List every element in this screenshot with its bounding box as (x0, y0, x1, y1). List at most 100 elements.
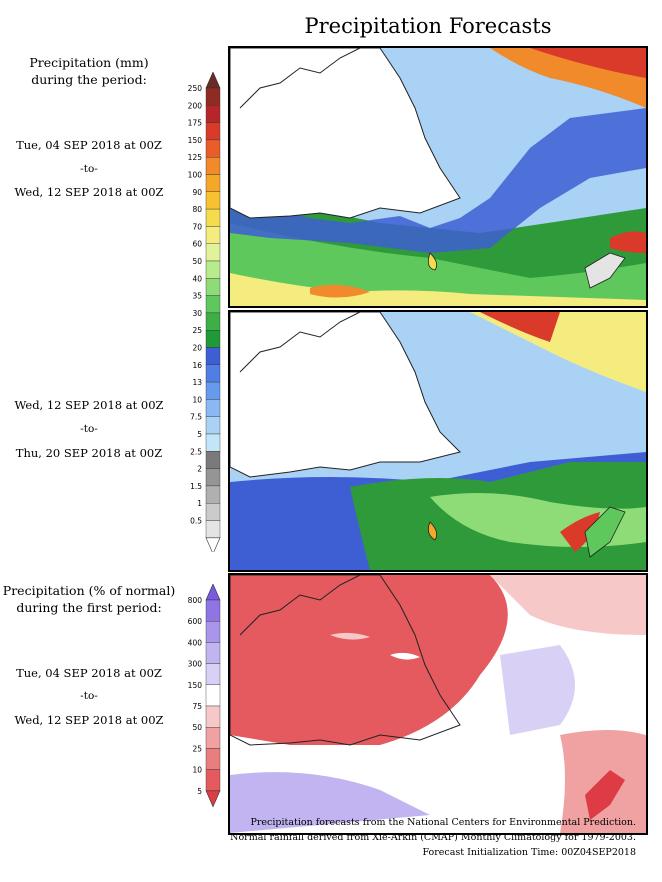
mm-colorbar-cell (205, 278, 221, 296)
mm-colorbar-tick-label: 25 (192, 326, 202, 335)
mm-colorbar-cell (205, 156, 221, 175)
mm-colorbar-tick-label: 1 (197, 499, 202, 508)
pct-colorbar-cell (205, 748, 221, 770)
pct-colorbar-tick-label: 400 (188, 638, 203, 647)
footer-credits: Precipitation forecasts from the Nationa… (230, 815, 636, 860)
footer-line2: Normal rainfall derived from Xie-Arkin (… (230, 832, 636, 843)
mm-colorbar-tick-label: 200 (188, 101, 203, 110)
period3-separator: -to- (80, 690, 98, 702)
mm-colorbar-cell-top (205, 71, 221, 89)
mm-colorbar-cell (205, 433, 221, 452)
mm-colorbar-tick-label: 13 (192, 378, 202, 387)
pct-colorbar-cell (205, 769, 221, 792)
footer-line1: Precipitation forecasts from the Nationa… (250, 817, 637, 828)
mm-colorbar-cell (205, 174, 221, 192)
period2-end: Thu, 20 SEP 2018 at 00Z (15, 446, 163, 460)
mm-colorbar-tick-label: 10 (192, 395, 202, 404)
mm-colorbar-cell (205, 260, 221, 279)
mm-colorbar-tick-label: 150 (188, 136, 203, 145)
mm-colorbar-tick-label: 175 (188, 119, 203, 128)
pct-colorbar: 800 600 400 300 150 75 50 25 10 5 (178, 583, 228, 832)
footer-line3: Forecast Initialization Time: 00Z04SEP20… (422, 847, 636, 858)
pct-colorbar-cell (205, 663, 221, 685)
mm-colorbar-cell (205, 295, 221, 314)
mm-legend-title-line1: Precipitation (mm) (29, 55, 149, 70)
mm-colorbar-tick-label: 90 (192, 188, 202, 197)
mm-colorbar-tick-label: 60 (192, 240, 202, 249)
map-panel-mm-period1 (228, 46, 648, 308)
mm-colorbar-tick-label: 20 (192, 344, 202, 353)
pct-colorbar-tick-label: 800 (188, 596, 203, 605)
mm-colorbar-cell (205, 364, 221, 383)
mm-colorbar-cell (205, 208, 221, 227)
pct-colorbar-tick-label: 300 (188, 660, 203, 669)
mm-colorbar-cell (205, 243, 221, 262)
mm-colorbar-cell-bottom (205, 537, 221, 555)
mm-colorbar-tick-label: 80 (192, 205, 202, 214)
mm-colorbar-cell (205, 485, 221, 504)
mm-colorbar-tick-label: 250 (188, 84, 203, 93)
mm-colorbar-cell (205, 416, 221, 435)
pct-colorbar-tick-label: 600 (188, 617, 203, 626)
pct-legend-title-line1: Precipitation (% of normal) (2, 583, 176, 598)
period1-start: Tue, 04 SEP 2018 at 00Z (16, 138, 162, 152)
period3-end: Wed, 12 SEP 2018 at 00Z (14, 713, 164, 727)
period3-start: Tue, 04 SEP 2018 at 00Z (16, 666, 162, 680)
map-panel-mm-period2 (228, 310, 648, 572)
mm-colorbar-tick-label: 2.5 (190, 447, 202, 456)
pct-colorbar-cell-bottom (205, 790, 221, 808)
map-panel-pct-normal (228, 573, 648, 835)
mm-colorbar-cell (205, 520, 221, 538)
mm-colorbar-cell (205, 451, 221, 469)
pct-colorbar-cell-top (205, 583, 221, 601)
pct-colorbar-cell (205, 726, 221, 749)
mm-colorbar-cell (205, 347, 221, 365)
mm-colorbar-tick-label: 125 (188, 153, 203, 162)
mm-colorbar-cell (205, 381, 221, 400)
mm-legend-title-line2: during the period: (31, 72, 147, 87)
pct-colorbar-cell (205, 621, 221, 643)
mm-colorbar-cell (205, 330, 221, 348)
mm-colorbar-cell (205, 312, 221, 331)
pct-colorbar-cell (205, 705, 221, 728)
pct-normal-map (230, 575, 646, 833)
mm-colorbar-tick-label: 30 (192, 309, 202, 318)
mm-colorbar-cell (205, 191, 221, 210)
pct-colorbar-tick-label: 150 (188, 681, 203, 690)
pct-colorbar-cell (205, 684, 221, 707)
mm-colorbar-cell (205, 468, 221, 487)
page-title: Precipitation Forecasts (304, 14, 552, 38)
mm-colorbar-tick-label: 50 (192, 257, 202, 266)
mm-colorbar-tick-label: 5 (197, 430, 202, 439)
mm-colorbar-tick-label: 16 (192, 361, 202, 370)
mm-colorbar: 250 200 175 150 125 100 90 80 70 60 50 40 35 30 25 20 16… (178, 71, 228, 556)
mm-colorbar-tick-label: 70 (192, 222, 202, 231)
pct-legend-title-line2: during the first period: (16, 600, 162, 615)
pct-colorbar-tick-label: 25 (192, 744, 202, 753)
mm-colorbar-cell (205, 87, 221, 106)
period2-separator: -to- (80, 423, 98, 435)
pct-colorbar-tick-label: 5 (197, 787, 202, 796)
mm-colorbar-cell (205, 122, 221, 141)
pct-colorbar-cell (205, 599, 221, 622)
pct-colorbar-tick-label: 75 (192, 702, 202, 711)
pct-colorbar-tick-label: 10 (192, 766, 202, 775)
mm-colorbar-cell (205, 226, 221, 244)
pct-legend-title: Precipitation (% of normal) during the f… (0, 582, 178, 616)
mm-colorbar-cell (205, 399, 221, 417)
period1-end: Wed, 12 SEP 2018 at 00Z (14, 185, 164, 199)
period1-separator: -to- (80, 163, 98, 175)
mm-legend-title: Precipitation (mm) during the period: (0, 54, 178, 88)
mm-colorbar-tick-label: 0.5 (190, 517, 202, 526)
mm-colorbar-tick-label: 100 (188, 171, 203, 180)
mm-colorbar-tick-label: 35 (192, 292, 202, 301)
precip-map-period2 (230, 312, 646, 570)
pct-colorbar-cell (205, 642, 221, 664)
mm-colorbar-cell (205, 105, 221, 123)
mm-colorbar-cell (205, 503, 221, 521)
precip-map-period1 (230, 48, 646, 306)
mm-colorbar-tick-label: 7.5 (190, 413, 202, 422)
mm-colorbar-cell (205, 139, 221, 158)
mm-colorbar-tick-label: 1.5 (190, 482, 202, 491)
mm-colorbar-tick-label: 2 (197, 465, 202, 474)
